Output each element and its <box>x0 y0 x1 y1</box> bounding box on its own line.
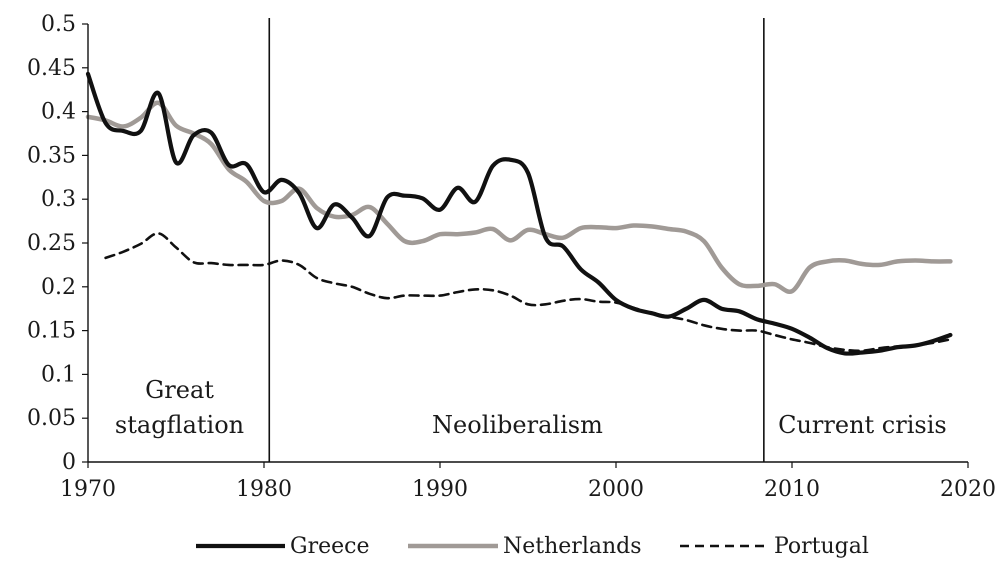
series-line-netherlands <box>85 100 953 294</box>
period-neoliberalism-line-1: Neoliberalism <box>432 411 603 439</box>
legend-label-portugal: Portugal <box>774 534 869 559</box>
y-tick-label: 0.05 <box>27 406 76 431</box>
y-tick-label: 0.15 <box>27 319 76 344</box>
x-tick-label: 1990 <box>412 477 468 502</box>
y-tick-label: 0.5 <box>41 12 76 37</box>
legend: Greece Netherlands Portugal <box>196 534 869 559</box>
x-tick-label: 2020 <box>940 477 996 502</box>
period-great-stagflation-line-2: stagflation <box>115 411 244 439</box>
period-great-stagflation-line-1: Great <box>145 376 214 404</box>
y-tick-label: 0 <box>62 450 76 475</box>
y-tick-label: 0.35 <box>27 143 76 168</box>
period-dividers <box>268 18 765 462</box>
y-tick-label: 0.2 <box>41 275 76 300</box>
series-line-greece <box>85 71 953 356</box>
axes: 0 0.05 0.1 0.15 0.2 0.25 0.3 0.35 0.4 0.45 0.5 1970… <box>27 12 996 502</box>
y-tick-label: 0.25 <box>27 231 76 256</box>
y-tick-label: 0.45 <box>27 56 76 81</box>
legend-label-greece: Greece <box>290 534 369 559</box>
x-tick-label: 2010 <box>764 477 820 502</box>
period-current-crisis-line-1: Current crisis <box>778 411 947 439</box>
legend-label-netherlands: Netherlands <box>503 534 642 559</box>
x-tick-label: 2000 <box>588 477 644 502</box>
y-tick-label: 0.1 <box>41 362 76 387</box>
period-labels: Great stagflation Neoliberalism Current cri… <box>115 376 947 439</box>
x-tick-label: 1980 <box>236 477 292 502</box>
y-tick-label: 0.3 <box>41 187 76 212</box>
y-tick-label: 0.4 <box>41 100 76 125</box>
series-line-portugal <box>104 232 952 353</box>
series-lines <box>85 71 953 356</box>
x-tick-label: 1970 <box>60 477 116 502</box>
